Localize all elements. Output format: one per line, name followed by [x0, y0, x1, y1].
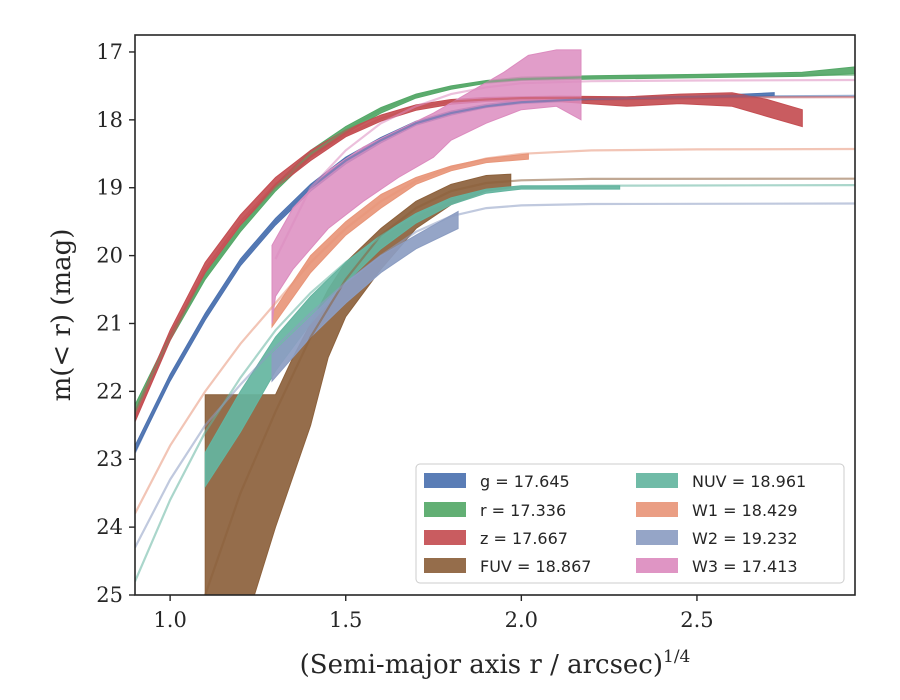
legend-swatch-g [424, 473, 466, 488]
legend-label-z: z = 17.667 [480, 529, 568, 548]
model-curve-nuv [135, 184, 855, 582]
model-curve-r [135, 73, 855, 413]
legend-entry-w2: W2 = 19.232 [636, 529, 798, 548]
legend-entry-r: r = 17.336 [424, 501, 566, 520]
x-axis-ticks: 1.0 1.5 2.0 2.5 [153, 595, 714, 632]
y-tick-label: 17 [96, 40, 123, 64]
model-curve-w2 [135, 202, 855, 549]
y-tick-label: 25 [96, 583, 123, 607]
model-curve-w1 [135, 147, 855, 515]
legend-entry-z: z = 17.667 [424, 529, 568, 548]
y-tick-label: 24 [96, 515, 123, 539]
legend-swatch-w2 [636, 530, 678, 545]
y-tick-label: 20 [96, 244, 123, 268]
y-axis-label: m(< r) (mag) [47, 229, 77, 402]
legend-label-nuv: NUV = 18.961 [692, 472, 806, 491]
legend-swatch-nuv [636, 473, 678, 488]
legend-entry-w1: W1 = 18.429 [636, 501, 798, 520]
x-axis-label: (Semi-major axis r / arcsec)1/4 [300, 647, 691, 680]
plot-frame [134, 34, 856, 596]
legend: g = 17.645 r = 17.336 z = 17.667 FUV = 18.8… [415, 463, 845, 584]
y-tick-label: 23 [96, 447, 123, 471]
legend-swatch-w1 [636, 502, 678, 517]
x-tick-label: 1.5 [329, 608, 362, 632]
y-axis-ticks: 17 18 19 20 21 22 23 24 25 [96, 40, 135, 607]
band-w1 [271, 153, 529, 329]
legend-label-fuv: FUV = 18.867 [480, 557, 591, 576]
model-curve-z [135, 96, 855, 419]
x-tick-label: 2.5 [680, 608, 713, 632]
band-z [135, 92, 803, 423]
legend-label-g: g = 17.645 [480, 472, 570, 491]
legend-swatch-w3 [636, 558, 678, 573]
legend-swatch-z [424, 530, 466, 545]
legend-label-w2: W2 = 19.232 [692, 529, 798, 548]
y-tick-label: 18 [96, 108, 123, 132]
legend-swatch-r [424, 502, 466, 517]
y-tick-label: 21 [96, 311, 123, 335]
model-curves [135, 73, 855, 595]
legend-swatch-fuv [424, 558, 466, 573]
x-axis-label-superscript: 1/4 [663, 647, 690, 667]
x-tick-label: 1.0 [153, 608, 186, 632]
legend-entry-w3: W3 = 17.413 [636, 557, 798, 576]
x-tick-label: 2.0 [505, 608, 538, 632]
y-tick-label: 22 [96, 379, 123, 403]
model-curve-w3 [274, 78, 855, 260]
legend-frame [415, 463, 845, 584]
legend-label-w3: W3 = 17.413 [692, 557, 798, 576]
y-tick-label: 19 [96, 176, 123, 200]
legend-label-r: r = 17.336 [480, 501, 566, 520]
legend-entry-fuv: FUV = 18.867 [424, 557, 591, 576]
legend-label-w1: W1 = 18.429 [692, 501, 798, 520]
legend-entry-g: g = 17.645 [424, 472, 570, 491]
model-curve-g [135, 94, 855, 453]
model-curve-fuv [204, 177, 855, 595]
legend-entry-nuv: NUV = 18.961 [636, 472, 806, 491]
